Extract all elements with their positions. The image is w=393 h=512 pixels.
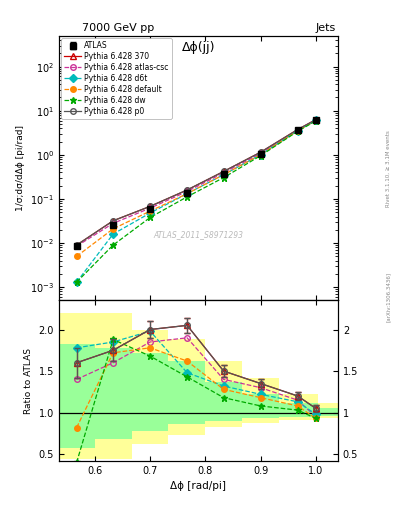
Pythia 6.428 dw [185, 194, 189, 200]
Pythia 6.428 atlas-csc [111, 220, 116, 226]
Pythia 6.428 atlas-csc [258, 151, 263, 157]
Pythia 6.428 atlas-csc [295, 127, 300, 133]
Pythia 6.428 default [295, 127, 300, 134]
Pythia 6.428 p0 [258, 149, 263, 155]
Pythia 6.428 p0 [111, 218, 116, 224]
Pythia 6.428 370 [258, 149, 263, 155]
Pythia 6.428 d6t [314, 117, 318, 123]
Pythia 6.428 370 [314, 117, 318, 123]
Text: [arXiv:1306.3436]: [arXiv:1306.3436] [386, 272, 391, 322]
Pythia 6.428 d6t [221, 172, 226, 178]
Pythia 6.428 d6t [148, 210, 152, 216]
Pythia 6.428 dw [111, 242, 116, 248]
Line: Pythia 6.428 dw: Pythia 6.428 dw [73, 117, 320, 286]
Pythia 6.428 370 [74, 242, 79, 248]
Pythia 6.428 370 [148, 203, 152, 209]
Y-axis label: Ratio to ATLAS: Ratio to ATLAS [24, 348, 33, 414]
Pythia 6.428 atlas-csc [185, 188, 189, 195]
Y-axis label: 1/σ;dσ/dΔϕ [pi/rad]: 1/σ;dσ/dΔϕ [pi/rad] [16, 125, 24, 211]
Pythia 6.428 dw [258, 153, 263, 159]
Text: ATLAS_2011_S8971293: ATLAS_2011_S8971293 [153, 230, 244, 239]
Pythia 6.428 p0 [185, 187, 189, 193]
Pythia 6.428 dw [221, 175, 226, 181]
Pythia 6.428 default [185, 190, 189, 197]
Line: Pythia 6.428 p0: Pythia 6.428 p0 [74, 117, 319, 248]
Pythia 6.428 default [314, 117, 318, 123]
Line: Pythia 6.428 atlas-csc: Pythia 6.428 atlas-csc [74, 117, 319, 249]
Pythia 6.428 d6t [111, 231, 116, 237]
Pythia 6.428 default [258, 152, 263, 158]
Pythia 6.428 default [74, 253, 79, 260]
Pythia 6.428 370 [185, 187, 189, 193]
Pythia 6.428 default [111, 226, 116, 232]
Pythia 6.428 atlas-csc [221, 170, 226, 176]
Pythia 6.428 atlas-csc [74, 243, 79, 249]
Pythia 6.428 d6t [185, 190, 189, 197]
Pythia 6.428 d6t [74, 279, 79, 285]
Pythia 6.428 370 [221, 168, 226, 175]
Text: Δϕ(jj): Δϕ(jj) [182, 41, 215, 54]
Pythia 6.428 default [148, 208, 152, 214]
Pythia 6.428 370 [295, 126, 300, 133]
Pythia 6.428 p0 [148, 203, 152, 209]
Text: Rivet 3.1.10, ≥ 3.1M events: Rivet 3.1.10, ≥ 3.1M events [386, 131, 391, 207]
Pythia 6.428 atlas-csc [148, 205, 152, 211]
Pythia 6.428 dw [148, 215, 152, 221]
Pythia 6.428 d6t [295, 127, 300, 134]
Text: 7000 GeV pp: 7000 GeV pp [82, 23, 154, 33]
X-axis label: Δϕ [rad/pi]: Δϕ [rad/pi] [171, 481, 226, 491]
Line: Pythia 6.428 370: Pythia 6.428 370 [74, 117, 319, 248]
Legend: ATLAS, Pythia 6.428 370, Pythia 6.428 atlas-csc, Pythia 6.428 d6t, Pythia 6.428 : ATLAS, Pythia 6.428 370, Pythia 6.428 at… [61, 38, 172, 119]
Pythia 6.428 dw [74, 279, 79, 285]
Pythia 6.428 dw [295, 128, 300, 134]
Line: Pythia 6.428 default: Pythia 6.428 default [74, 118, 319, 259]
Pythia 6.428 atlas-csc [314, 117, 318, 123]
Pythia 6.428 p0 [295, 126, 300, 133]
Text: Jets: Jets [316, 23, 336, 33]
Pythia 6.428 default [221, 172, 226, 178]
Pythia 6.428 370 [111, 218, 116, 224]
Pythia 6.428 dw [314, 118, 318, 124]
Pythia 6.428 p0 [314, 117, 318, 123]
Pythia 6.428 d6t [258, 152, 263, 158]
Line: Pythia 6.428 d6t: Pythia 6.428 d6t [74, 118, 319, 285]
Pythia 6.428 p0 [74, 242, 79, 248]
Pythia 6.428 p0 [221, 168, 226, 175]
